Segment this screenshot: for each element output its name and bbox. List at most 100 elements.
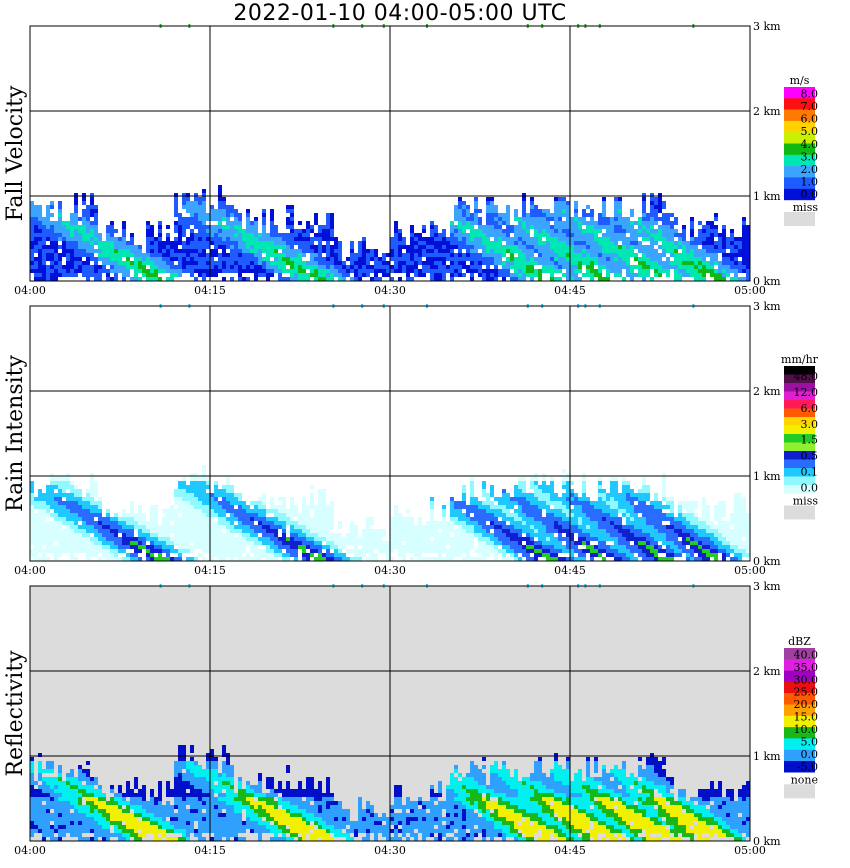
heatmap-cell [606, 545, 610, 549]
heatmap-cell [74, 273, 78, 277]
heatmap-cell [530, 533, 534, 537]
heatmap-cell [86, 489, 90, 493]
heatmap-cell [258, 261, 262, 265]
heatmap-cell [306, 261, 310, 265]
heatmap-cell [514, 245, 518, 249]
heatmap-cell [666, 537, 670, 541]
heatmap-cell [266, 261, 270, 265]
heatmap-cell [246, 517, 250, 521]
heatmap-cell [126, 529, 130, 533]
heatmap-cell [698, 261, 702, 265]
heatmap-cell [666, 553, 670, 557]
heatmap-cell [650, 517, 654, 521]
heatmap-cell [650, 277, 654, 281]
heatmap-cell [662, 473, 666, 477]
heatmap-cell [514, 525, 518, 529]
heatmap-cell [614, 521, 618, 525]
heatmap-cell [406, 549, 410, 553]
heatmap-cell [470, 265, 474, 269]
heatmap-cell [234, 501, 238, 505]
heatmap-cell [166, 533, 170, 537]
heatmap-cell [130, 529, 134, 533]
heatmap-cell [650, 193, 654, 197]
heatmap-cell [602, 545, 606, 549]
heatmap-cell [258, 521, 262, 525]
heatmap-cell [70, 229, 74, 233]
heatmap-cell [170, 513, 174, 517]
heatmap-cell [466, 241, 470, 245]
heatmap-cell [230, 497, 234, 501]
heatmap-cell [330, 225, 334, 229]
heatmap-cell [330, 229, 334, 233]
heatmap-cell [430, 541, 434, 545]
heatmap-cell [166, 529, 170, 533]
heatmap-cell [502, 261, 506, 265]
heatmap-cell [58, 501, 62, 505]
heatmap-cell [226, 489, 230, 493]
heatmap-cell [74, 261, 78, 265]
heatmap-cell [530, 505, 534, 509]
heatmap-cell [450, 229, 454, 233]
heatmap-cell [138, 513, 142, 517]
heatmap-cell [474, 501, 478, 505]
heatmap-cell [318, 509, 322, 513]
heatmap-cell [162, 525, 166, 529]
heatmap-cell [58, 485, 62, 489]
heatmap-cell [398, 553, 402, 557]
heatmap-cell [450, 253, 454, 257]
heatmap-cell [682, 229, 686, 233]
heatmap-cell [490, 537, 494, 541]
heatmap-cell [66, 225, 70, 229]
heatmap-cell [582, 529, 586, 533]
heatmap-cell [226, 533, 230, 537]
heatmap-cell [86, 533, 90, 537]
heatmap-cell [186, 209, 190, 213]
heatmap-cell [438, 541, 442, 545]
heatmap-cell [370, 517, 374, 521]
heatmap-cell [674, 537, 678, 541]
heatmap-cell [158, 269, 162, 273]
heatmap-cell [574, 549, 578, 553]
heatmap-cell [402, 241, 406, 245]
heatmap-cell [478, 541, 482, 545]
heatmap-cell [218, 189, 222, 193]
heatmap-cell [586, 273, 590, 277]
heatmap-cell [190, 497, 194, 501]
heatmap-cell [258, 505, 262, 509]
heatmap-cell [346, 557, 350, 561]
heatmap-cell [586, 545, 590, 549]
heatmap-cell [102, 537, 106, 541]
heatmap-cell [282, 533, 286, 537]
heatmap-cell [70, 513, 74, 517]
heatmap-cell [354, 257, 358, 261]
heatmap-cell [486, 197, 490, 201]
heatmap-cell [170, 253, 174, 257]
heatmap-cell [366, 253, 370, 257]
heatmap-cell [286, 205, 290, 209]
heatmap-cell [666, 241, 670, 245]
heatmap-cell [690, 541, 694, 545]
heatmap-cell [94, 521, 98, 525]
heatmap-cell [262, 541, 266, 545]
heatmap-cell [390, 517, 394, 521]
heatmap-cell [490, 545, 494, 549]
heatmap-cell [438, 521, 442, 525]
heatmap-cell [58, 541, 62, 545]
heatmap-cell [478, 265, 482, 269]
heatmap-cell [602, 513, 606, 517]
heatmap-cell [298, 533, 302, 537]
heatmap-cell [378, 533, 382, 537]
heatmap-cell [730, 269, 734, 273]
heatmap-cell [210, 501, 214, 505]
heatmap-cell [454, 541, 458, 545]
heatmap-cell [190, 505, 194, 509]
heatmap-cell [114, 529, 118, 533]
heatmap-cell [310, 269, 314, 273]
heatmap-cell [330, 517, 334, 521]
heatmap-cell [730, 245, 734, 249]
heatmap-cell [34, 521, 38, 525]
heatmap-cell [658, 517, 662, 521]
heatmap-cell [682, 269, 686, 273]
heatmap-cell [530, 217, 534, 221]
heatmap-cell [534, 485, 538, 489]
